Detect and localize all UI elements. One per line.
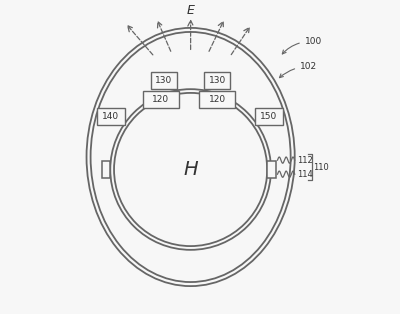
Text: 120: 120 [209, 95, 226, 104]
Text: 112: 112 [297, 156, 313, 165]
Text: 120: 120 [152, 95, 170, 104]
FancyBboxPatch shape [255, 108, 283, 125]
FancyBboxPatch shape [143, 90, 179, 108]
Text: 100: 100 [282, 37, 322, 54]
Text: 140: 140 [102, 112, 120, 121]
Text: 114: 114 [297, 170, 313, 179]
FancyBboxPatch shape [204, 72, 230, 89]
FancyBboxPatch shape [267, 161, 276, 178]
FancyBboxPatch shape [151, 72, 177, 89]
Text: 130: 130 [208, 76, 226, 85]
FancyBboxPatch shape [102, 161, 110, 178]
Text: 130: 130 [156, 76, 173, 85]
Text: 110: 110 [313, 163, 329, 171]
Text: H: H [183, 160, 198, 179]
Text: E: E [187, 4, 194, 17]
Text: 150: 150 [260, 112, 277, 121]
FancyBboxPatch shape [97, 108, 125, 125]
Text: 102: 102 [280, 62, 317, 78]
FancyBboxPatch shape [199, 90, 235, 108]
